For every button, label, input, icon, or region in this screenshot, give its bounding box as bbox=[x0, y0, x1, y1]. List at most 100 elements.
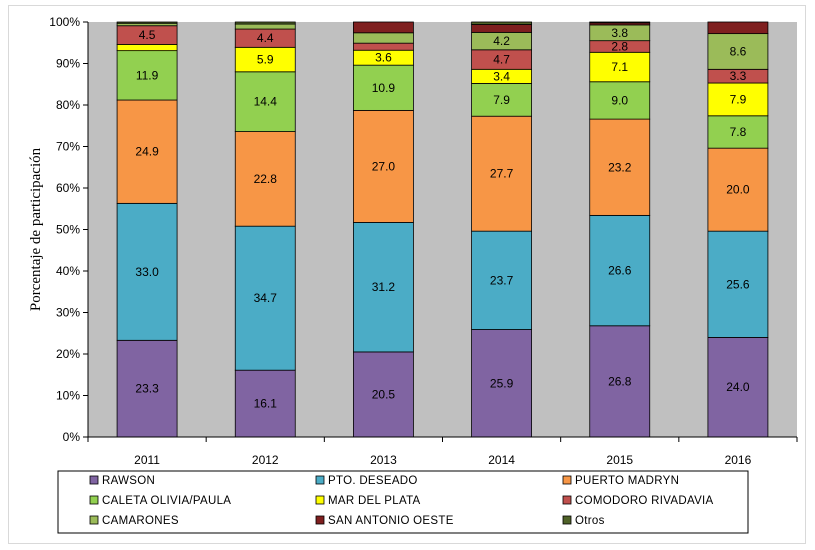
bar-segment bbox=[234, 46, 296, 73]
data-label: 27.7 bbox=[490, 167, 514, 181]
data-label: 2.8 bbox=[611, 39, 628, 53]
data-label: 4.2 bbox=[493, 34, 510, 48]
data-label: 7.1 bbox=[611, 60, 628, 74]
bar-segment bbox=[116, 21, 178, 24]
y-tick-label: 70% bbox=[56, 140, 80, 154]
bar-segment bbox=[234, 369, 296, 438]
data-label: 25.6 bbox=[726, 277, 750, 291]
data-label: 3.6 bbox=[375, 51, 392, 65]
y-tick-label: 0% bbox=[63, 430, 81, 444]
data-label: 26.6 bbox=[608, 264, 632, 278]
data-label: 4.4 bbox=[257, 31, 274, 45]
data-label: 23.2 bbox=[608, 160, 632, 174]
bar-segment bbox=[353, 64, 414, 111]
legend-swatch bbox=[89, 515, 99, 525]
x-ticks: 2011 2012 2013 2014 2015 2016 bbox=[87, 437, 798, 467]
bar-segment bbox=[707, 21, 769, 35]
data-label: 14.4 bbox=[254, 95, 278, 109]
data-label: 3.3 bbox=[730, 69, 747, 83]
data-label: 3.4 bbox=[493, 69, 510, 83]
bar-segment bbox=[707, 336, 769, 438]
bar-segment bbox=[234, 71, 296, 132]
legend-swatch bbox=[315, 495, 325, 505]
data-label: 23.7 bbox=[490, 273, 514, 287]
bar-segment bbox=[589, 325, 651, 438]
bar-segment bbox=[234, 225, 296, 371]
data-label: 11.9 bbox=[136, 68, 159, 82]
legend-swatch bbox=[562, 515, 572, 525]
legend-label: COMODORO RIVADAVIA bbox=[575, 495, 714, 507]
legend-label: SAN ANTONIO OESTE bbox=[328, 515, 454, 527]
legend-label: PTO. DESEADO bbox=[328, 475, 418, 487]
x-tick-label: 2015 bbox=[606, 453, 633, 467]
data-label: 31.2 bbox=[372, 280, 396, 294]
bar-segment bbox=[589, 81, 651, 120]
data-label: 9.0 bbox=[611, 93, 628, 107]
plot-area bbox=[88, 22, 797, 437]
data-label: 7.9 bbox=[730, 92, 747, 106]
bar-segment bbox=[353, 32, 414, 44]
y-tick-label: 80% bbox=[56, 98, 80, 112]
legend-swatch bbox=[89, 475, 99, 485]
bar-segment bbox=[707, 147, 769, 232]
x-tick-label: 2011 bbox=[134, 453, 160, 467]
data-label: 23.3 bbox=[135, 382, 159, 396]
data-label: 3.8 bbox=[611, 26, 628, 40]
data-label: 20.0 bbox=[726, 183, 750, 197]
bar-segment bbox=[234, 21, 296, 25]
legend-label: Otros bbox=[575, 515, 605, 527]
bar-segment bbox=[234, 131, 296, 227]
bar-segment bbox=[707, 230, 769, 338]
x-tick-label: 2012 bbox=[252, 453, 279, 467]
legend-swatch bbox=[562, 475, 572, 485]
bar-segment bbox=[589, 51, 651, 83]
y-tick-label: 40% bbox=[56, 264, 80, 278]
bar-segment bbox=[234, 23, 296, 30]
bar-segment bbox=[353, 222, 414, 353]
y-ticks: 0% 10% 20% 30% 40% 50% 60% 70% 80% 90% 100% bbox=[49, 15, 88, 444]
bar-segment bbox=[353, 21, 414, 34]
legend: RAWSON PTO. DESEADO PUERTO MADRYN CALETA OL… bbox=[57, 470, 749, 534]
y-tick-label: 100% bbox=[49, 15, 80, 29]
y-axis-label: Porcentaje de participación bbox=[28, 147, 44, 311]
bar-segment bbox=[589, 214, 651, 327]
bar-segment bbox=[471, 21, 532, 25]
legend-label: PUERTO MADRYN bbox=[575, 475, 679, 487]
bar-segment bbox=[589, 21, 651, 24]
y-tick-label: 90% bbox=[56, 57, 80, 71]
bar-segment bbox=[707, 82, 769, 117]
legend-box bbox=[57, 470, 749, 534]
bar-segment bbox=[471, 115, 532, 232]
legend-swatch bbox=[315, 515, 325, 525]
data-label: 20.5 bbox=[372, 387, 396, 401]
bar-segment bbox=[707, 33, 769, 70]
y-tick-label: 50% bbox=[56, 223, 80, 237]
data-label: 33.0 bbox=[135, 265, 159, 279]
legend-label: CALETA OLIVIA/PAULA bbox=[102, 495, 231, 507]
bar-segment bbox=[116, 44, 178, 52]
data-label: 5.9 bbox=[257, 53, 274, 67]
data-label: 10.9 bbox=[372, 81, 396, 95]
bar-segment bbox=[589, 118, 651, 216]
bar-segment bbox=[116, 339, 178, 438]
y-tick-label: 60% bbox=[56, 181, 80, 195]
x-tick-label: 2014 bbox=[488, 453, 515, 467]
x-tick-label: 2013 bbox=[370, 453, 397, 467]
legend-label: CAMARONES bbox=[102, 515, 179, 527]
y-tick-label: 20% bbox=[56, 347, 80, 361]
data-label: 16.1 bbox=[254, 397, 278, 411]
legend-swatch bbox=[315, 475, 325, 485]
bar-segment bbox=[471, 329, 532, 438]
y-tick-label: 30% bbox=[56, 306, 80, 320]
data-label: 34.7 bbox=[254, 291, 278, 305]
data-label: 27.0 bbox=[372, 159, 396, 173]
bar-segment bbox=[471, 24, 532, 33]
bars-layer: 23.3 33.0 24.9 11.9 4.5 16.1 34.7 22.8 14.4 5.9 4.… bbox=[116, 21, 769, 438]
data-label: 24.9 bbox=[135, 145, 159, 159]
bar-segment bbox=[353, 42, 414, 51]
legend-swatch bbox=[562, 495, 572, 505]
bar-segment bbox=[116, 202, 178, 341]
legend-label: MAR DEL PLATA bbox=[328, 495, 421, 507]
legend-swatch bbox=[89, 495, 99, 505]
